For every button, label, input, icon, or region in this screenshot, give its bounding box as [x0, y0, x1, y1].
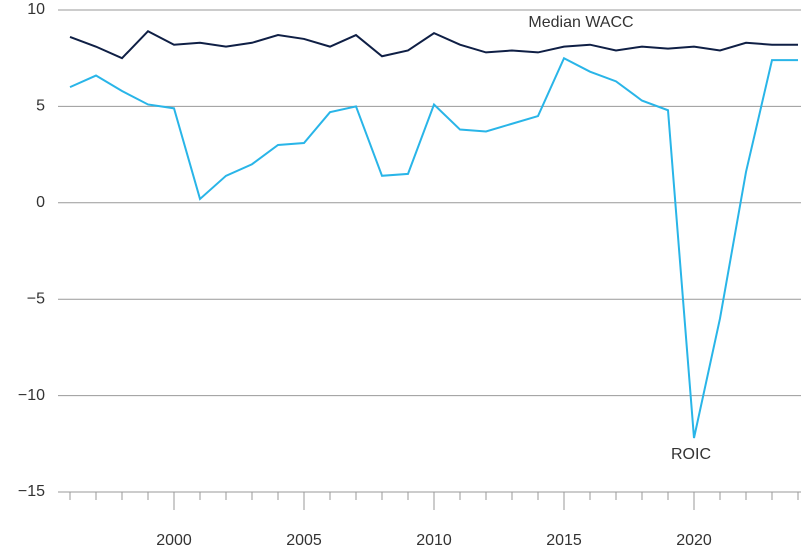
line-series	[69, 29, 798, 60]
line-series	[69, 56, 798, 439]
y-tick-label: 10	[27, 1, 45, 18]
y-tick-label: −15	[18, 483, 45, 500]
x-tick-label: 2015	[546, 532, 582, 549]
y-tick-label: 5	[36, 98, 45, 115]
x-tick-label: 2005	[286, 532, 322, 549]
y-tick-label: 0	[36, 194, 45, 211]
series-label: ROIC	[671, 446, 711, 463]
x-tick-label: 2010	[416, 532, 452, 549]
series-label: Median WACC	[528, 14, 633, 31]
x-tick-label: 2020	[676, 532, 712, 549]
y-tick-label: −10	[18, 387, 45, 404]
x-tick-label: 2000	[156, 532, 192, 549]
y-tick-label: −5	[27, 290, 45, 307]
